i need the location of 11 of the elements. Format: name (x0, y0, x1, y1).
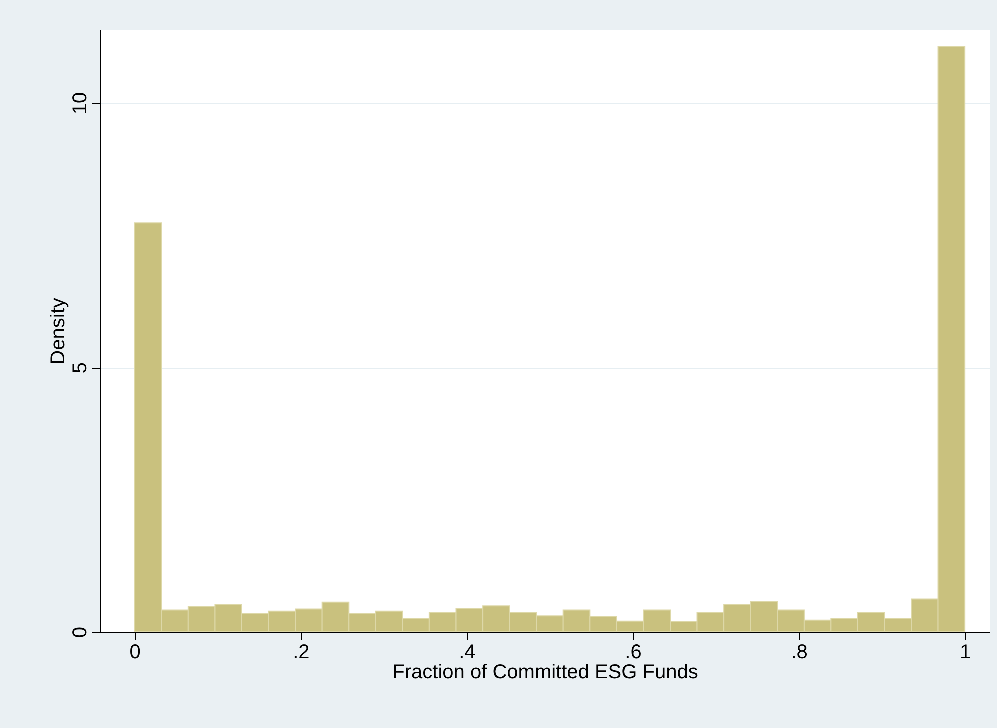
x-axis-title: Fraction of Committed ESG Funds (392, 662, 698, 684)
x-tick-label: .4 (459, 642, 476, 664)
y-tick-label: 10 (70, 92, 92, 115)
x-tick-label: .8 (791, 642, 808, 664)
y-tick-label: 0 (70, 626, 92, 638)
x-tick-label: .6 (625, 642, 642, 664)
y-tick-label: 5 (70, 362, 92, 374)
x-tick-label: 1 (960, 642, 972, 664)
y-axis-title: Density (48, 298, 70, 365)
x-tick-label: 0 (130, 642, 141, 664)
x-tick-label: .2 (293, 642, 310, 664)
